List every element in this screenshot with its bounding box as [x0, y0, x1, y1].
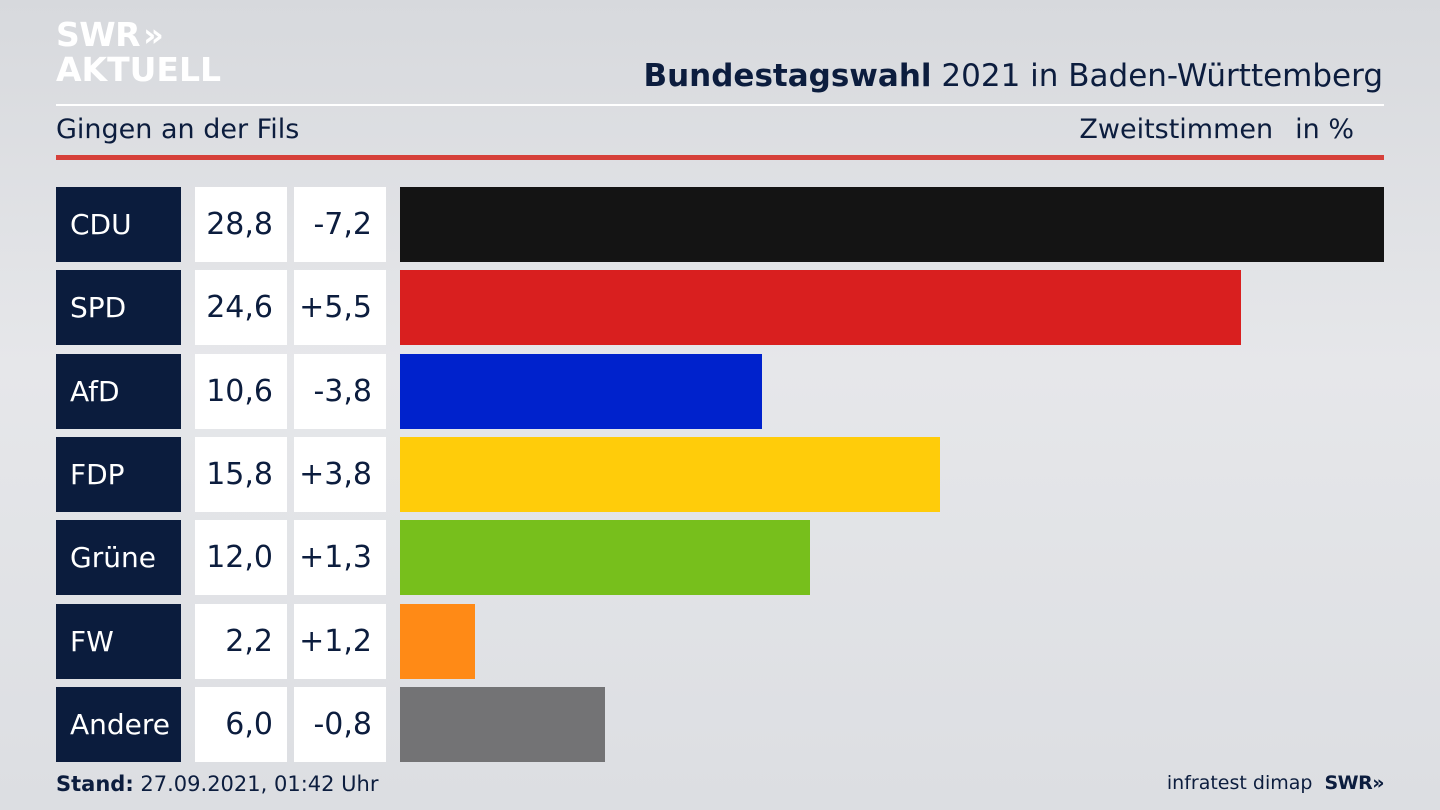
- vote-share-value: 6,0: [195, 686, 287, 762]
- result-row: FW 2,2 +1,2: [56, 603, 1384, 679]
- bar-afd: [400, 353, 763, 429]
- swr-brand: SWR»: [1324, 772, 1384, 794]
- bar-andere: [400, 686, 605, 762]
- logo-chevrons-icon: »: [143, 15, 163, 54]
- change-value: -0,8: [294, 686, 386, 762]
- source-label: infratest dimap: [1166, 772, 1313, 794]
- result-row: AfD 10,6 -3,8: [56, 353, 1384, 429]
- bar-spd: [400, 270, 1241, 346]
- result-row: FDP 15,8 +3,8: [56, 436, 1384, 512]
- change-value: +3,8: [294, 436, 386, 512]
- vote-share-value: 10,6: [195, 353, 287, 429]
- vote-type-label: Zweitstimmen in %: [1079, 114, 1354, 145]
- unit-label: in %: [1295, 114, 1354, 145]
- stand-label: Stand:: [56, 772, 134, 796]
- result-row: SPD 24,6 +5,5: [56, 270, 1384, 346]
- result-row: CDU 28,8 -7,2: [56, 187, 1384, 262]
- party-label: FDP: [56, 436, 181, 512]
- change-value: -3,8: [294, 353, 386, 429]
- divider-white: [56, 104, 1384, 106]
- divider-red: [56, 155, 1384, 160]
- timestamp: Stand: 27.09.2021, 01:42 Uhr: [56, 772, 379, 796]
- title-rest: 2021 in Baden-Württemberg: [931, 58, 1383, 94]
- vote-share-value: 12,0: [195, 520, 287, 596]
- party-label: FW: [56, 603, 181, 679]
- change-value: -7,2: [294, 187, 386, 262]
- change-value: +5,5: [294, 270, 386, 346]
- party-label: Andere: [56, 686, 181, 762]
- result-row: Andere 6,0 -0,8: [56, 686, 1384, 762]
- vote-share-value: 15,8: [195, 436, 287, 512]
- bar-fw: [400, 603, 476, 679]
- chart-title: Bundestagswahl 2021 in Baden-Württemberg: [643, 58, 1383, 94]
- party-label: CDU: [56, 187, 181, 262]
- logo-aktuell: AKTUELL: [56, 50, 222, 89]
- vote-share-value: 24,6: [195, 270, 287, 346]
- change-value: +1,3: [294, 520, 386, 596]
- title-bold: Bundestagswahl: [643, 58, 932, 94]
- source-credit: infratest dimap SWR»: [1166, 772, 1385, 794]
- bar-grüne: [400, 520, 810, 596]
- swr-aktuell-logo: SWR» AKTUELL: [56, 18, 221, 86]
- vote-share-value: 2,2: [195, 603, 287, 679]
- result-row: Grüne 12,0 +1,3: [56, 520, 1384, 596]
- party-label: Grüne: [56, 520, 181, 596]
- bar-cdu: [400, 187, 1384, 262]
- swr-brand-text: SWR: [1324, 772, 1373, 794]
- stand-value: 27.09.2021, 01:42 Uhr: [133, 772, 379, 796]
- party-label: AfD: [56, 353, 181, 429]
- party-label: SPD: [56, 270, 181, 346]
- logo-swr: SWR: [56, 15, 141, 54]
- vote-share-value: 28,8: [195, 187, 287, 262]
- bar-fdp: [400, 436, 940, 512]
- vote-type: Zweitstimmen: [1079, 114, 1274, 145]
- swr-chevrons-icon: »: [1372, 772, 1384, 794]
- constituency-label: Gingen an der Fils: [56, 114, 300, 145]
- change-value: +1,2: [294, 603, 386, 679]
